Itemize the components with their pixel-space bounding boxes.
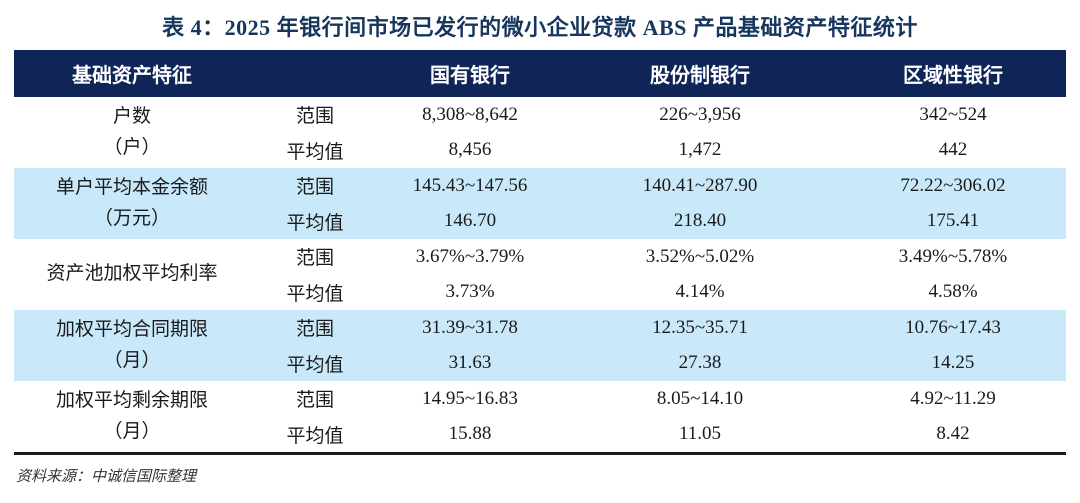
table-row-avg-principal-balance: 单户平均本金余额 （万元） 范围 145.43~147.56 140.41~28… (14, 168, 1066, 239)
average-label: 平均值 (286, 212, 344, 234)
range-value-state-owned: 145.43~147.56 (412, 174, 528, 196)
header-col-state-owned-banks: 国有银行 (430, 65, 510, 87)
range-value-joint-stock: 226~3,956 (659, 103, 741, 125)
range-value-state-owned: 3.67%~3.79% (415, 245, 525, 267)
range-value-joint-stock: 3.52%~5.02% (645, 245, 755, 267)
range-value-regional: 342~524 (919, 103, 987, 125)
row-unit: （月） (103, 420, 161, 442)
row-name-cell: 加权平均剩余期限 （月） (14, 381, 250, 452)
range-value-state-owned: 14.95~16.83 (422, 387, 518, 409)
average-value-regional: 8.42 (936, 423, 970, 445)
table-title: 表 4：2025 年银行间市场已发行的微小企业贷款 ABS 产品基础资产特征统计 (162, 15, 918, 40)
average-value-joint-stock: 218.40 (673, 210, 727, 232)
average-value-joint-stock: 1,472 (678, 139, 722, 161)
range-value-joint-stock: 8.05~14.10 (656, 387, 744, 409)
range-label: 范围 (295, 319, 334, 341)
average-value-regional: 4.58% (928, 281, 978, 303)
average-label: 平均值 (286, 141, 344, 163)
row-unit: （万元） (93, 207, 170, 229)
average-value-state-owned: 8,456 (448, 139, 492, 161)
data-table: 基础资产特征 国有银行 股份制银行 区域性银行 户数 （户） 范围 8,308~… (14, 50, 1066, 455)
header-feature: 基础资产特征 (72, 65, 192, 87)
average-value-joint-stock: 4.14% (675, 281, 725, 303)
range-value-regional: 10.76~17.43 (905, 316, 1001, 338)
row-name-cell: 单户平均本金余额 （万元） (14, 168, 250, 239)
range-value-joint-stock: 12.35~35.71 (652, 316, 748, 338)
range-label: 范围 (295, 390, 334, 412)
range-value-regional: 3.49%~5.78% (898, 245, 1008, 267)
average-value-state-owned: 3.73% (445, 281, 495, 303)
row-name-cell: 资产池加权平均利率 (14, 239, 250, 310)
source-note: 资料来源：中诚信国际整理 (16, 469, 197, 485)
range-label: 范围 (295, 177, 334, 199)
row-name: 户数 (112, 106, 151, 128)
table-row-weighted-avg-contract-term: 加权平均合同期限 （月） 范围 31.39~31.78 12.35~35.71 … (14, 310, 1066, 381)
average-value-regional: 175.41 (926, 210, 980, 232)
average-value-joint-stock: 27.38 (678, 352, 722, 374)
average-value-state-owned: 31.63 (448, 352, 492, 374)
range-value-state-owned: 31.39~31.78 (422, 316, 518, 338)
range-label: 范围 (295, 106, 334, 128)
row-unit: （月） (103, 349, 161, 371)
average-label: 平均值 (286, 425, 344, 447)
range-value-joint-stock: 140.41~287.90 (642, 174, 758, 196)
row-name: 资产池加权平均利率 (46, 263, 218, 285)
average-label: 平均值 (286, 354, 344, 376)
row-name-cell: 加权平均合同期限 （月） (14, 310, 250, 381)
average-value-regional: 14.25 (931, 352, 975, 374)
range-value-state-owned: 8,308~8,642 (422, 103, 518, 125)
range-value-regional: 72.22~306.02 (900, 174, 1006, 196)
average-value-state-owned: 146.70 (443, 210, 497, 232)
row-name: 加权平均剩余期限 (55, 390, 208, 412)
header-col-joint-stock-banks: 股份制银行 (650, 65, 750, 87)
table-row-weighted-avg-remaining-term: 加权平均剩余期限 （月） 范围 14.95~16.83 8.05~14.10 4… (14, 381, 1066, 452)
average-value-regional: 442 (938, 139, 968, 161)
row-name: 加权平均合同期限 (55, 319, 208, 341)
range-value-regional: 4.92~11.29 (910, 387, 996, 409)
average-value-joint-stock: 11.05 (678, 423, 722, 445)
average-label: 平均值 (286, 283, 344, 305)
table-row-weighted-avg-interest-rate: 资产池加权平均利率 范围 3.67%~3.79% 3.52%~5.02% 3.4… (14, 239, 1066, 310)
table-header-row: 基础资产特征 国有银行 股份制银行 区域性银行 (14, 50, 1066, 97)
range-label: 范围 (295, 248, 334, 270)
header-col-regional-banks: 区域性银行 (903, 65, 1003, 87)
average-value-state-owned: 15.88 (448, 423, 492, 445)
row-unit: （户） (103, 136, 161, 158)
row-name: 单户平均本金余额 (55, 177, 208, 199)
table-row-household-count: 户数 （户） 范围 8,308~8,642 226~3,956 342~524 … (14, 97, 1066, 168)
row-name-cell: 户数 （户） (14, 97, 250, 168)
